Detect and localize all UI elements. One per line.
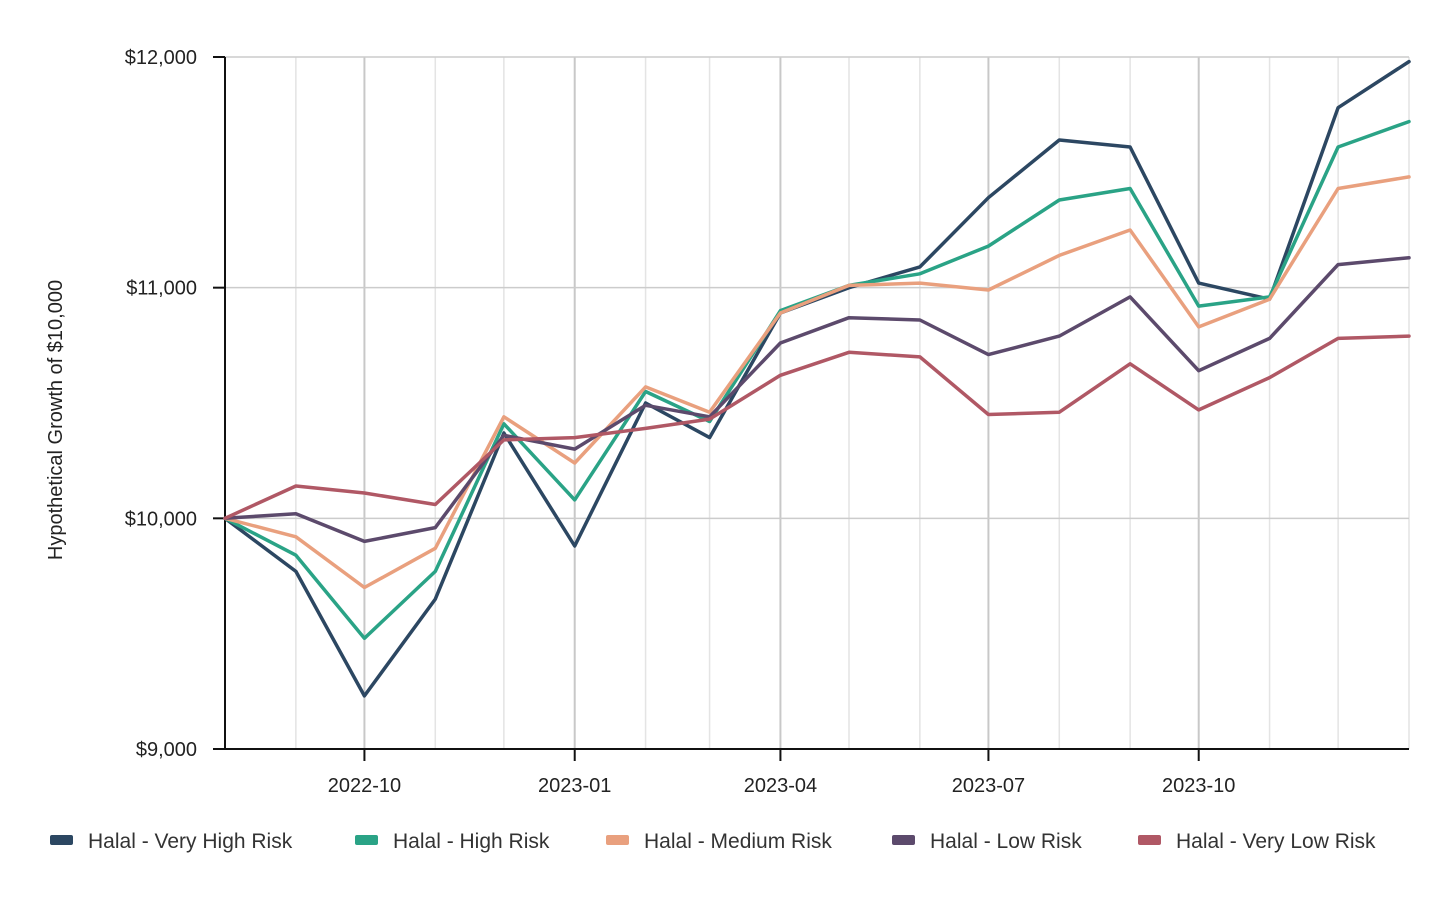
legend-item: Halal - Very High Risk (50, 830, 293, 853)
legend-label: Halal - Medium Risk (644, 830, 832, 853)
y-tick-label: $11,000 (126, 278, 197, 300)
y-tick-label: $10,000 (125, 508, 197, 530)
legend-item: Halal - Medium Risk (606, 830, 832, 853)
series-line-2 (223, 119, 1411, 641)
axes (213, 56, 1409, 761)
legend-swatch (606, 835, 629, 845)
legend-item: Halal - Low Risk (892, 830, 1082, 853)
legend-swatch (892, 835, 915, 845)
legend: Halal - Very High Risk Halal - High Risk H… (50, 830, 1376, 853)
legend-label: Halal - Low Risk (930, 830, 1082, 853)
legend-label: Halal - High Risk (393, 830, 550, 853)
y-tick-label: $9,000 (136, 739, 197, 761)
legend-label: Halal - Very High Risk (88, 830, 293, 853)
y-tick-label: $12,000 (125, 47, 197, 69)
legend-label: Halal - Very Low Risk (1176, 830, 1376, 853)
y-axis-title: Hypothetical Growth of $10,000 (45, 280, 67, 560)
x-tick-label: 2023-04 (744, 775, 817, 797)
legend-swatch (50, 835, 73, 845)
legend-swatch (355, 835, 378, 845)
x-tick-label: 2023-10 (1162, 775, 1235, 797)
series-lines (223, 59, 1411, 698)
tick-labels: $9,000 $10,000 $11,000 $12,000 2022-10 2023-0… (125, 47, 1236, 797)
series-line-4 (223, 255, 1411, 544)
legend-item: Halal - Very Low Risk (1138, 830, 1376, 853)
x-tick-label: 2023-01 (538, 775, 611, 797)
legend-item: Halal - High Risk (355, 830, 550, 853)
x-tick-label: 2023-07 (952, 775, 1025, 797)
x-tick-label: 2022-10 (328, 775, 401, 797)
legend-swatch (1138, 835, 1161, 845)
series-line-5 (223, 334, 1411, 521)
series-line-3 (223, 175, 1411, 590)
